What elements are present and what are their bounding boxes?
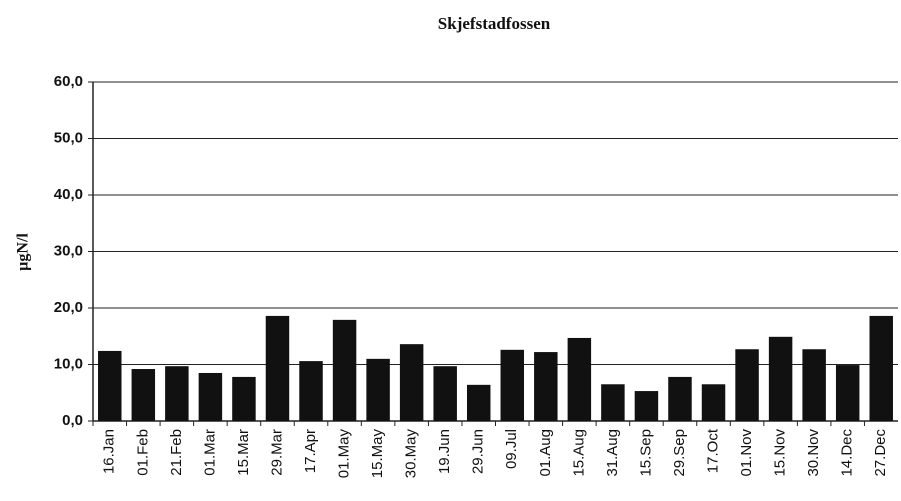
bar [165,366,189,421]
x-tick-label: 21.Feb [168,429,185,476]
x-tick-label: 17.Oct [704,428,721,473]
bar [366,358,390,421]
bar [668,376,692,421]
x-tick-label: 30.May [403,429,420,479]
bar [701,384,726,421]
y-tick-label: 40,0 [54,186,83,203]
bar [98,350,122,421]
bar [634,391,659,421]
bar [869,315,893,421]
x-tick-label: 01.Nov [738,429,755,477]
x-tick-label: 01.Feb [134,429,151,476]
x-tick-label: 17.Apr [302,429,319,473]
y-tick-label: 10,0 [54,355,83,372]
bar [466,384,491,421]
bar [835,365,860,421]
bar [198,372,223,421]
y-tick-label: 30,0 [54,242,83,259]
x-tick-label: 15.Mar [235,429,252,476]
bar [802,349,826,421]
bar [601,384,625,421]
x-tick-label: 27.Dec [872,429,889,477]
x-tick-label: 09.Jul [503,429,520,469]
x-tick-label: 16.Jan [101,429,118,474]
x-tick-label: 29.Jun [470,429,487,474]
y-tick-label: 60,0 [54,73,83,90]
bar [299,361,323,421]
y-tick-label: 0,0 [62,412,83,429]
x-tick-label: 15.May [369,429,386,479]
bar [131,369,156,421]
x-tick-label: 01.May [336,429,353,479]
bar [567,337,592,421]
x-tick-label: 31.Aug [604,429,621,477]
bar [534,352,558,421]
x-tick-label: 01.Aug [537,429,554,477]
x-tick-label: 15.Nov [772,429,789,477]
x-tick-label: 19.Jun [436,429,453,474]
x-tick-label: 15.Aug [570,429,587,477]
bar [735,349,759,421]
y-axis-label: µgN/l [15,233,32,271]
x-tick-label: 01.Mar [201,429,218,476]
x-tick-label: 29.Mar [268,429,285,476]
x-tick-label: 30.Nov [805,429,822,477]
x-tick-label: 14.Dec [839,429,856,477]
y-tick-label: 20,0 [54,299,83,316]
bar [232,376,256,421]
chart-title: Skjefstadfossen [438,14,551,33]
x-tick-label: 29.Sep [671,429,688,477]
y-tick-label: 50,0 [54,129,83,146]
bar [768,336,793,421]
bar [399,344,424,421]
bar [265,315,290,421]
bar [500,349,525,421]
bar [433,366,457,421]
x-tick-label: 15.Sep [637,429,654,477]
bar [332,319,357,421]
